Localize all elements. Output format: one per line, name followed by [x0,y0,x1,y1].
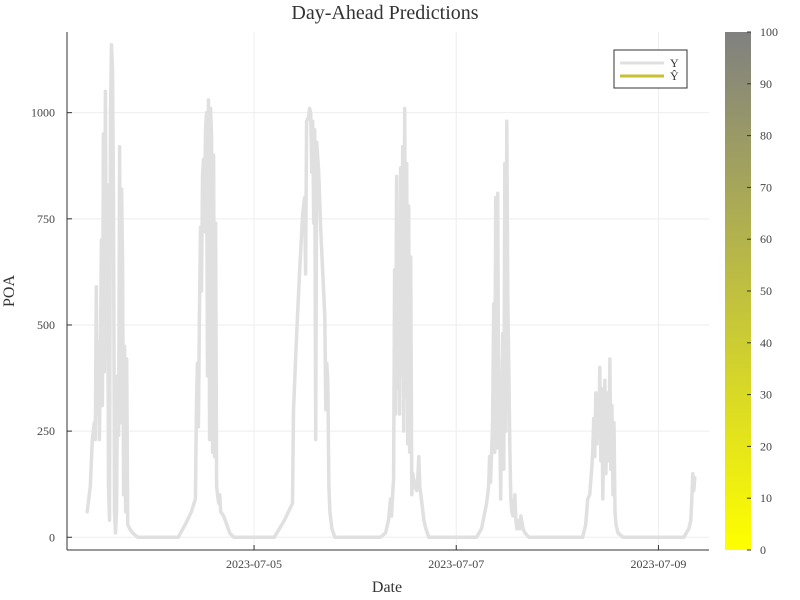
colorbar-tick-label: 20 [760,439,772,453]
colorbar-tick-label: 60 [760,232,772,246]
legend-box [613,49,688,89]
chart-title: Day-Ahead Predictions [291,2,478,24]
y-tick-label: 1000 [31,106,55,120]
colorbar-tick-label: 40 [760,336,772,350]
colorbar: 0 10 20 30 40 50 60 70 80 90 100 [725,25,778,557]
colorbar-ticks: 0 10 20 30 40 50 60 70 80 90 100 [747,25,778,557]
x-tick-label: 2023-07-09 [630,557,686,571]
y-tick-label: 250 [37,424,55,438]
colorbar-tick-label: 100 [760,25,778,39]
colorbar-gradient [725,32,751,550]
colorbar-tick-label: 0 [760,543,766,557]
colorbar-tick-label: 80 [760,129,772,143]
colorbar-tick-label: 30 [760,388,772,402]
y-ticks: 0 250 500 750 1000 [31,106,72,544]
x-tick-label: 2023-07-05 [226,557,282,571]
x-axis-label: Date [372,579,402,596]
colorbar-tick-label: 70 [760,180,772,194]
y-axis-label: POA [1,275,18,307]
legend: Y Ŷ [613,49,688,89]
series-line-y [85,42,697,540]
grid [67,32,709,550]
series-layer [85,42,697,540]
x-ticks: 2023-07-05 2023-07-07 2023-07-09 [226,545,686,571]
y-tick-label: 500 [37,318,55,332]
legend-label-yhat: Ŷ [670,69,679,83]
y-tick-label: 0 [49,530,55,544]
y-tick-label: 750 [37,212,55,226]
x-tick-label: 2023-07-07 [428,557,484,571]
colorbar-tick-label: 90 [760,77,772,91]
legend-label-y: Y [670,56,679,70]
colorbar-tick-label: 50 [760,284,772,298]
colorbar-tick-label: 10 [760,491,772,505]
